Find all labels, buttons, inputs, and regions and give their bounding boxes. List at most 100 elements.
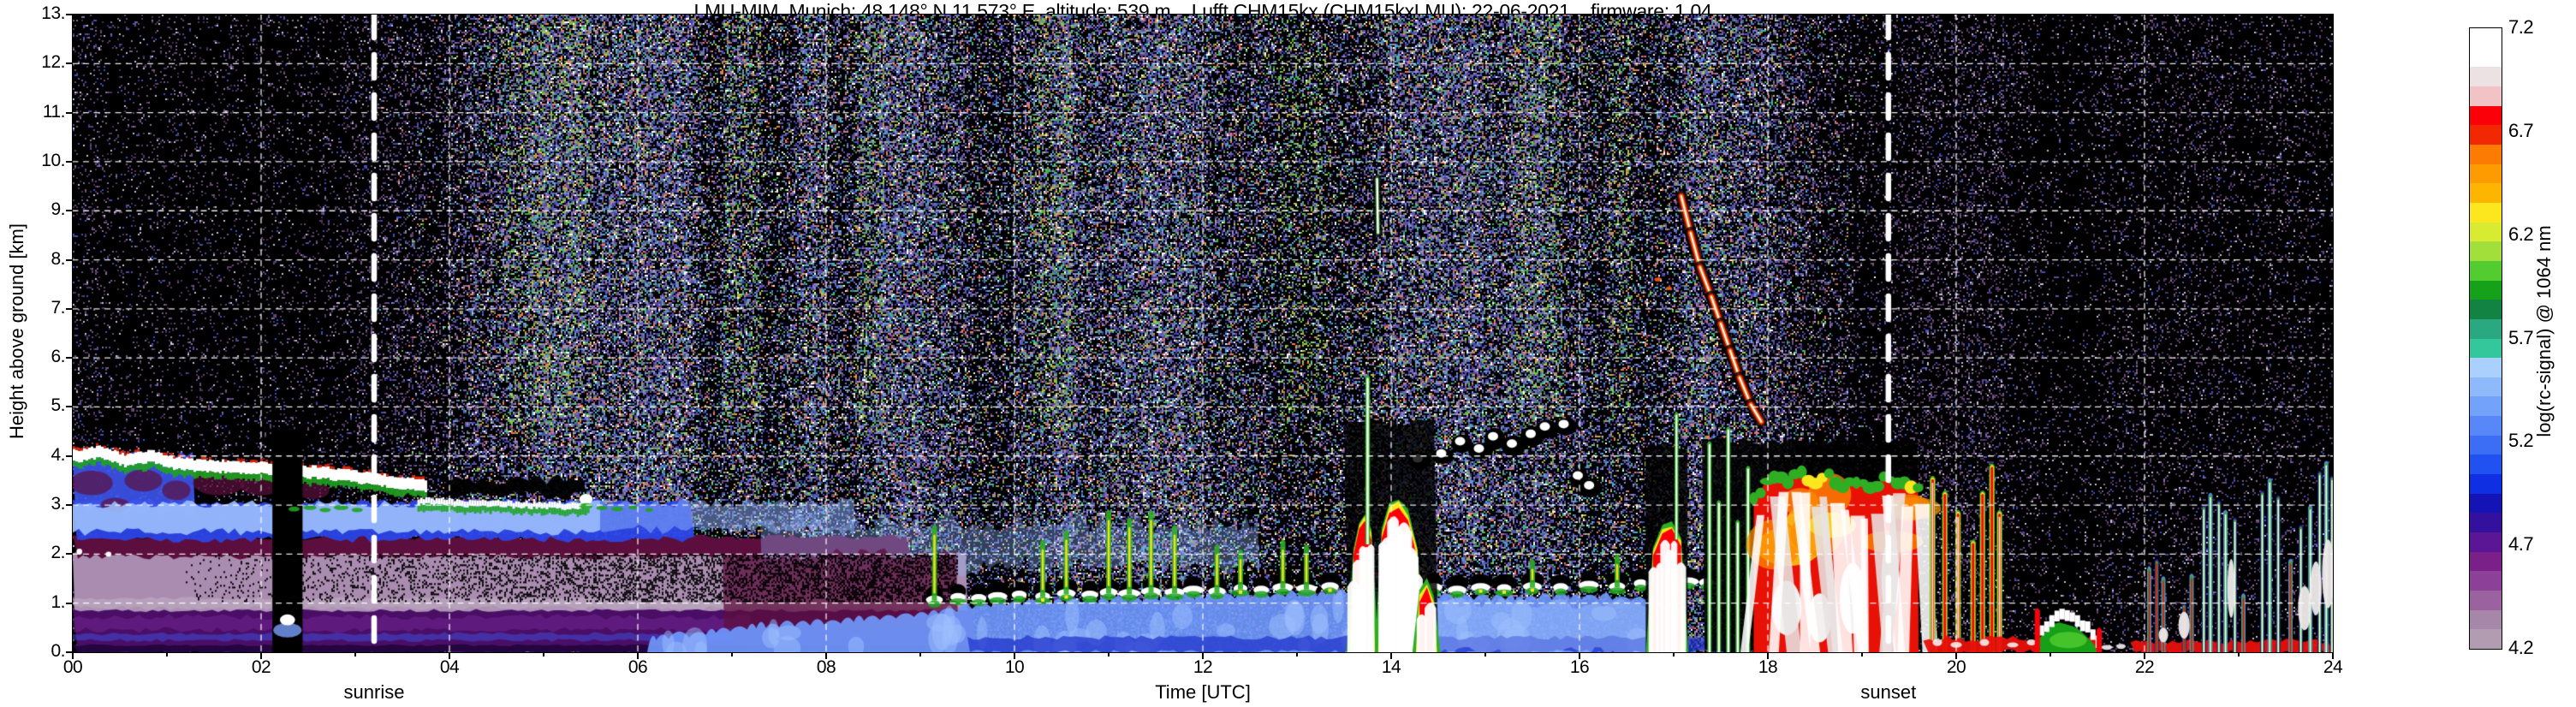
y-tick-label: 9. [51,199,65,220]
colorbar-segment [2470,358,2502,377]
colorbar-segment [2470,241,2502,261]
colorbar-segment [2470,163,2502,184]
plot-area [72,14,2334,653]
colorbar-segment [2470,144,2502,164]
colorbar-tick-label: 4.7 [2508,533,2534,556]
colorbar-segment [2470,318,2502,339]
y-tick-mark [66,14,73,15]
y-tick-label: 11. [42,101,66,122]
y-tick-label: 7. [51,297,65,318]
colorbar-tick-label: 5.2 [2508,430,2534,452]
x-tick-mark [260,652,262,659]
x-tick-label: 14 [1381,657,1401,677]
x-tick-mark [1579,652,1580,659]
colorbar-tick-label: 7.2 [2508,16,2534,38]
colorbar-segment [2470,28,2502,48]
y-tick-label: 2. [51,543,65,563]
x-minor-tick [919,652,921,656]
colorbar-segment [2470,629,2502,649]
y-tick-mark [66,111,73,114]
colorbar-segment [2470,454,2502,475]
colorbar-tick-label: 6.2 [2508,223,2534,245]
colorbar-tick-label: 4.2 [2508,637,2534,658]
x-minor-tick [1108,652,1110,656]
x-tick-mark [1955,652,1957,659]
y-tick-label: 13. [41,3,65,23]
x-axis-label: Time [UTC] [1155,681,1251,703]
colorbar-segment [2470,202,2502,223]
x-tick-label: 18 [1758,657,1778,677]
x-tick-mark [2144,652,2145,659]
x-tick-mark [1014,652,1015,659]
y-tick-label: 5. [51,395,65,416]
colorbar-segment [2470,183,2502,203]
colorbar-segment [2470,513,2502,533]
colorbar-segment [2470,338,2502,359]
x-minor-tick [1296,652,1298,656]
y-tick-mark [66,210,73,212]
colorbar-segment [2470,67,2502,86]
colorbar-label: log(rc-signal) @ 1064 nm [2533,225,2555,437]
x-tick-label: 16 [1569,657,1590,677]
x-tick-label: 04 [439,657,460,677]
y-tick-label: 1. [51,591,65,612]
y-tick-mark [66,602,73,604]
colorbar-segment [2470,609,2502,630]
colorbar-segment [2470,300,2502,319]
x-tick-mark [637,652,639,659]
y-tick-mark [66,504,73,507]
x-tick-label: 02 [251,657,271,677]
colorbar-segment [2470,532,2502,552]
sunrise-annotation: sunrise [343,681,405,703]
y-tick-label: 0. [51,641,65,661]
x-minor-tick [543,652,544,656]
colorbar-segment [2470,86,2502,106]
y-tick-mark [66,357,73,359]
x-minor-tick [2049,652,2051,656]
colorbar-segment [2470,280,2502,300]
colorbar-segment [2470,260,2502,281]
x-minor-tick [1484,652,1486,656]
colorbar-tick-label: 5.7 [2508,326,2534,348]
colorbar-segment [2470,571,2502,591]
colorbar-segment [2470,105,2502,126]
y-tick-label: 6. [51,347,65,367]
colorbar-segment [2470,377,2502,397]
y-tick-label: 4. [51,444,65,465]
colorbar-segment [2470,474,2502,494]
x-tick-label: 10 [1004,657,1025,677]
heatmap-canvas [73,15,2333,652]
colorbar-segment [2470,396,2502,417]
x-tick-label: 22 [2134,657,2155,677]
colorbar-segment [2470,416,2502,436]
colorbar-segment [2470,435,2502,455]
x-tick-label: 12 [1193,657,1213,677]
y-tick-mark [66,307,73,310]
x-tick-label: 08 [816,657,836,677]
y-tick-mark [66,62,73,65]
x-minor-tick [354,652,356,656]
y-tick-mark [66,553,73,556]
colorbar-segment [2470,591,2502,610]
colorbar [2469,27,2502,650]
y-tick-mark [66,258,73,261]
x-tick-mark [1767,652,1769,659]
sunset-annotation: sunset [1860,681,1917,703]
x-tick-label: 20 [1946,657,1966,677]
x-tick-label: 24 [2323,657,2343,677]
y-tick-mark [66,454,73,457]
x-minor-tick [2238,652,2240,656]
y-tick-label: 12. [41,52,65,73]
y-tick-mark [66,651,73,653]
x-tick-mark [1202,652,1204,659]
y-tick-mark [66,160,73,163]
x-minor-tick [1673,652,1675,656]
x-tick-mark [449,652,450,659]
x-minor-tick [731,652,733,656]
x-tick-label: 06 [628,657,648,677]
colorbar-tick-label: 6.7 [2508,119,2534,141]
x-tick-mark [2332,652,2334,659]
colorbar-segment [2470,125,2502,145]
x-minor-tick [166,652,168,656]
